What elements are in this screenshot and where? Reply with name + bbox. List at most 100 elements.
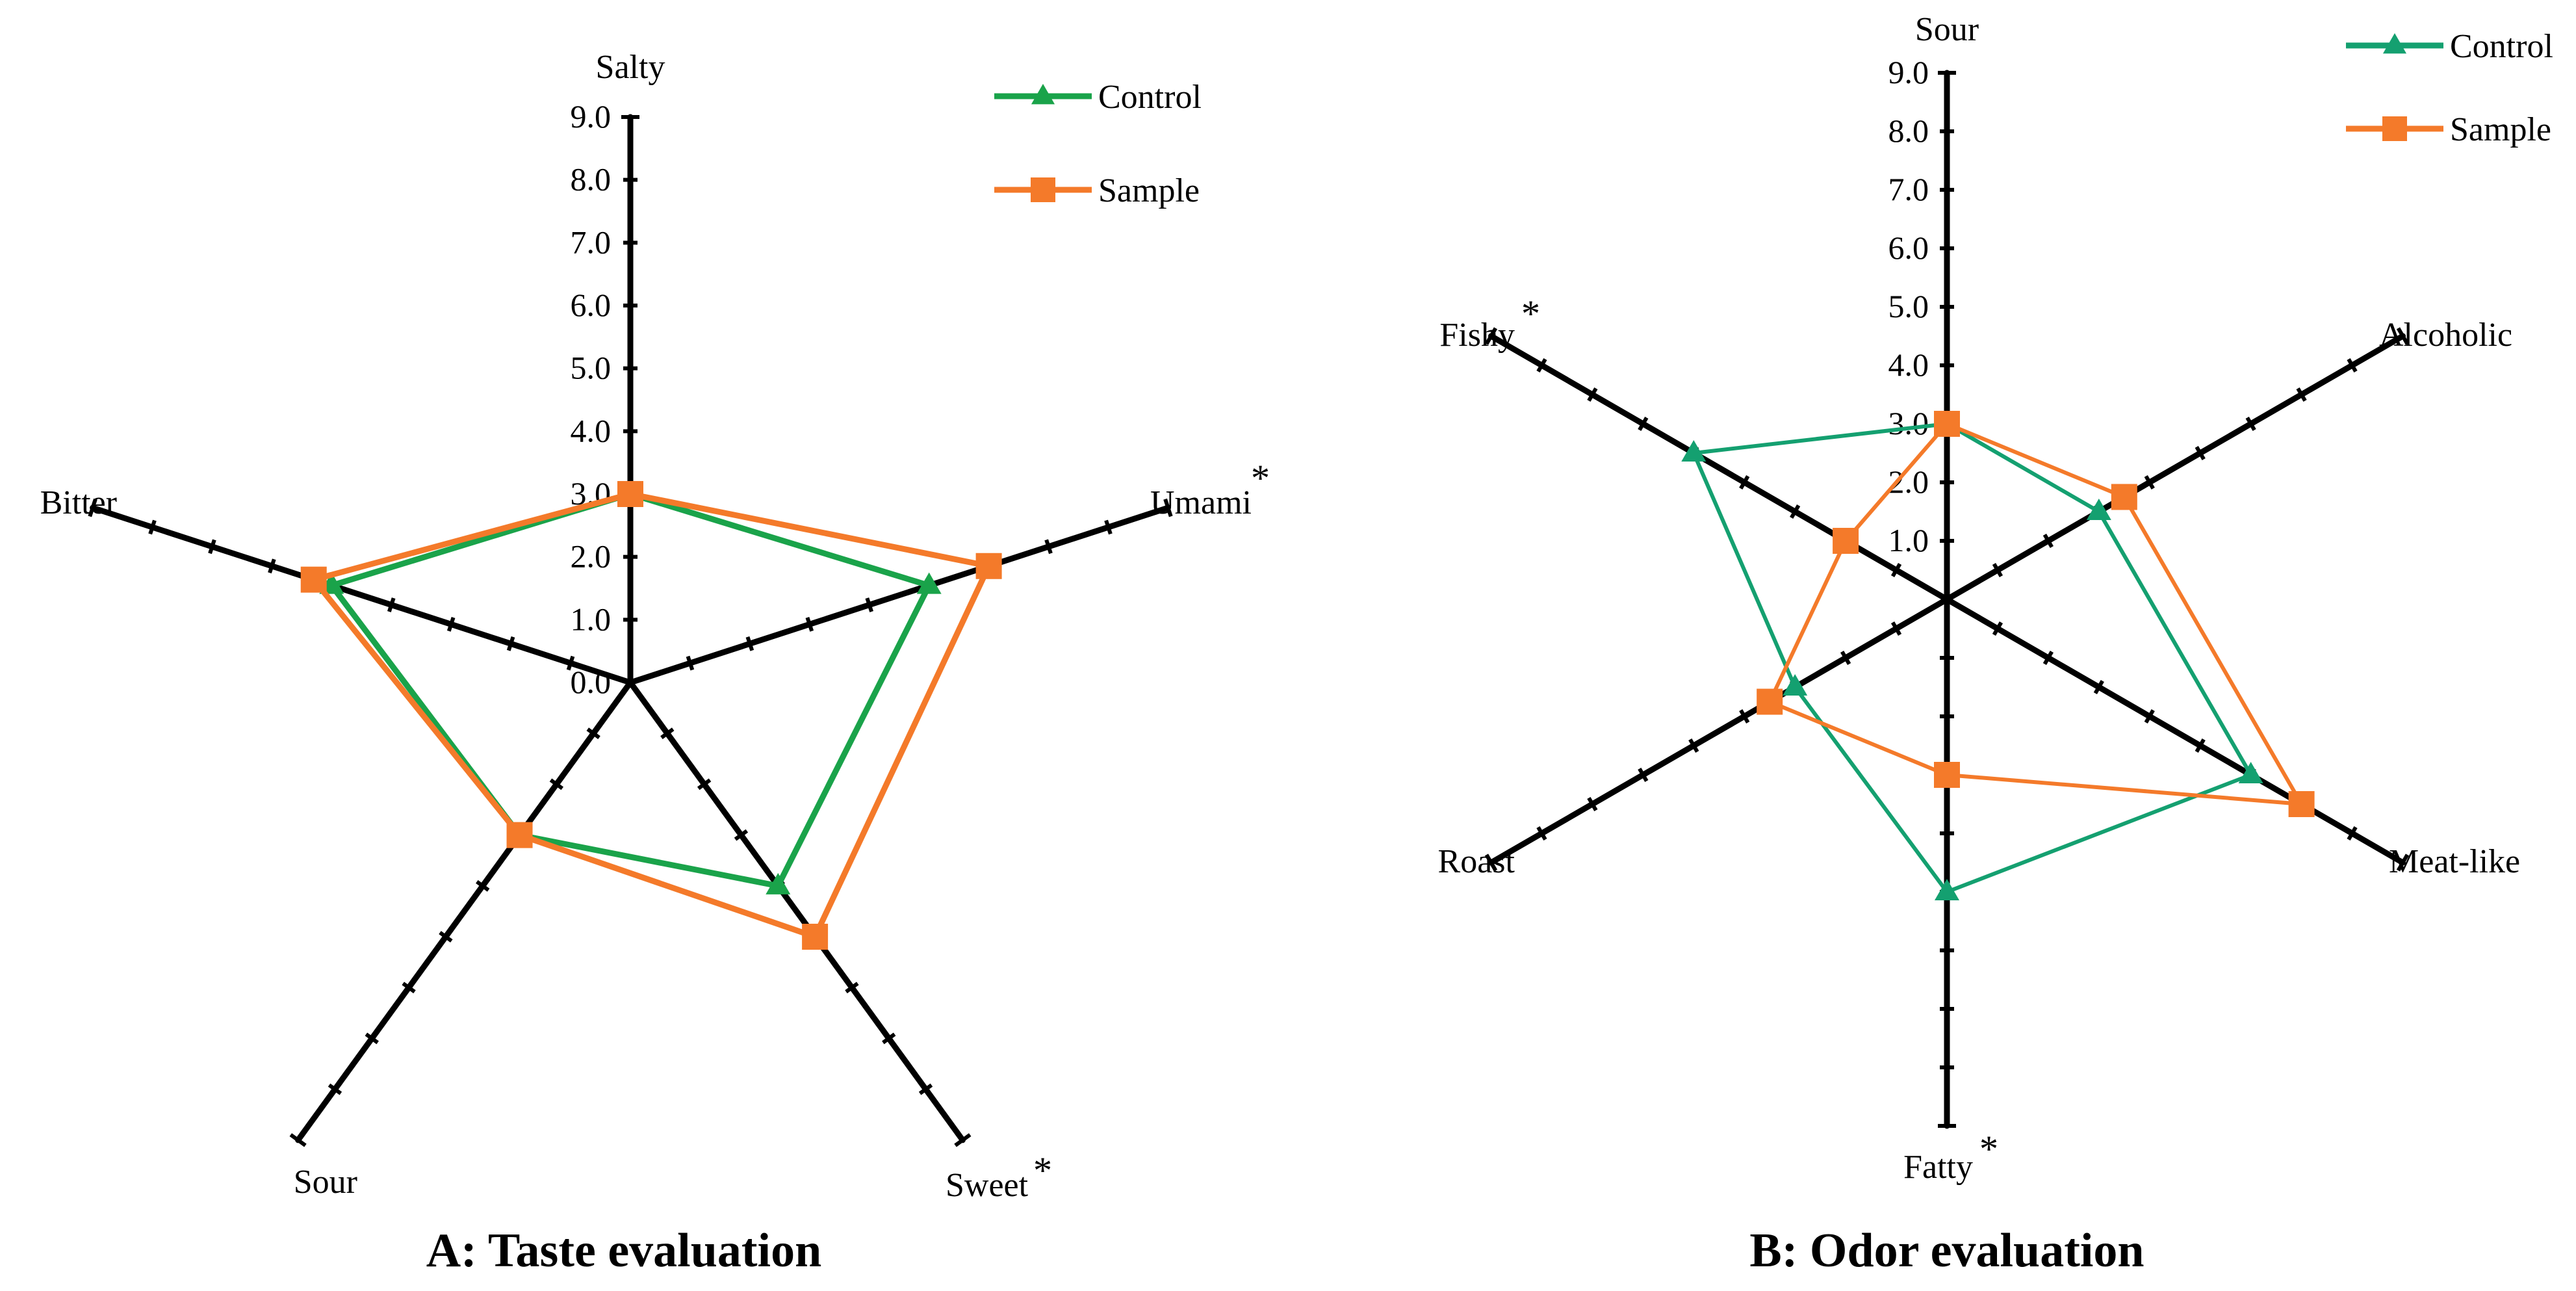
- tick-label: 4.0: [1888, 346, 1929, 383]
- legend-marker-control: [2382, 33, 2407, 54]
- data-point-sample: [300, 566, 327, 593]
- axis-tick: [1890, 562, 1902, 578]
- series-line-sample: [308, 491, 994, 941]
- axis-tick: [1739, 475, 1750, 490]
- axis-label-salty: Salty: [596, 49, 665, 86]
- axis-tick: [1992, 562, 2003, 578]
- axis-tick: [549, 778, 564, 790]
- tick-label: 8.0: [1888, 112, 1929, 149]
- axis-line-meat-like: [1944, 596, 2406, 866]
- data-point-control: [766, 872, 791, 894]
- data-point-control: [2238, 762, 2263, 783]
- significance-star: *: [1521, 293, 1540, 335]
- axis-tick: [1587, 796, 1598, 812]
- axis-tick: [1536, 358, 1547, 373]
- axis-tick: [1840, 650, 1851, 666]
- legend-marker-control: [1031, 84, 1055, 105]
- significance-star: *: [1251, 457, 1270, 499]
- axis-tick: [2245, 416, 2256, 432]
- data-point-sample: [1934, 762, 1960, 788]
- chart-caption: B: Odor evaluation: [1749, 1224, 2144, 1277]
- axis-line-bitter: [90, 504, 634, 686]
- axis-label-alcoholic: Alcoholic: [2379, 317, 2512, 354]
- axis-tick: [1638, 767, 1649, 783]
- axis-tick: [328, 1083, 342, 1095]
- axis-label-sweet: Sweet: [946, 1167, 1029, 1204]
- tick-label: 9.0: [571, 98, 612, 135]
- axis-tick: [2195, 445, 2206, 461]
- data-point-sample: [1757, 688, 1783, 715]
- axis-line-sweet: [627, 679, 966, 1143]
- series-sample: [1757, 411, 2315, 817]
- tick-label: 9.0: [1888, 54, 1929, 90]
- axis-tick: [882, 1032, 896, 1045]
- axis-tick: [1790, 504, 1801, 519]
- axis-tick: [387, 597, 396, 612]
- axis-tick: [1044, 539, 1053, 554]
- radial-tick-labels: 1.02.03.04.05.06.07.08.09.0: [1888, 54, 1929, 558]
- series-control: [1681, 411, 2263, 900]
- tick-label: 5.0: [571, 350, 612, 386]
- radar-axes: [88, 114, 1173, 1147]
- legend-marker-sample: [1031, 177, 1055, 202]
- axis-tick: [365, 1032, 379, 1045]
- axis-tick: [1890, 621, 1902, 636]
- data-point-control: [1783, 674, 1808, 696]
- legend-label-sample: Sample: [1098, 172, 1200, 209]
- axis-tick: [2042, 533, 2054, 549]
- axis-tick: [2396, 854, 2410, 872]
- axis-tick: [1536, 826, 1547, 841]
- axis-tick: [439, 931, 453, 943]
- tick-label: 7.0: [1888, 171, 1929, 207]
- series-line-sample: [1767, 421, 2306, 807]
- axis-tick: [402, 982, 416, 994]
- chart-caption: A: Taste evaluation: [426, 1224, 822, 1277]
- tick-label: 3.0: [1888, 405, 1929, 441]
- data-point-sample: [2288, 791, 2315, 817]
- tick-label: 1.0: [1888, 522, 1929, 558]
- axis-tick: [2144, 709, 2155, 724]
- axis-label-sour: Sour: [1915, 11, 1979, 48]
- radial-tick-labels: 0.01.02.03.04.05.06.07.08.09.0: [571, 98, 612, 700]
- data-point-sample: [506, 822, 533, 848]
- axis-line-fishy: [1488, 333, 1950, 603]
- data-point-sample: [975, 553, 1002, 579]
- tick-label: 8.0: [571, 161, 612, 198]
- data-point-sample: [802, 924, 829, 950]
- tick-label: 6.0: [571, 287, 612, 323]
- axis-tick: [2093, 679, 2104, 695]
- data-point-control: [1935, 879, 1959, 900]
- axis-label-fishy: Fishy: [1439, 317, 1515, 354]
- axis-tick: [697, 778, 712, 790]
- legend-label-control: Control: [2450, 28, 2553, 65]
- axis-tick: [2042, 650, 2054, 666]
- axis-label-umami: Umami: [1150, 484, 1252, 521]
- series-line-control: [1690, 421, 2254, 894]
- axis-tick: [954, 1133, 972, 1147]
- tick-label: 0.0: [571, 664, 612, 700]
- axis-line-umami: [627, 504, 1171, 686]
- tick-label: 1.0: [571, 601, 612, 637]
- axis-tick: [805, 616, 814, 632]
- axis-tick: [586, 727, 600, 740]
- axis-tick: [2296, 387, 2307, 402]
- axis-tick: [2396, 327, 2410, 345]
- data-point-control: [1681, 440, 1707, 462]
- axis-label-bitter: Bitter: [40, 484, 117, 521]
- axis-tick: [1688, 738, 1699, 753]
- legend-label-sample: Sample: [2450, 111, 2551, 148]
- tick-label: 7.0: [571, 224, 612, 260]
- axis-tick: [1484, 327, 1498, 345]
- axis-tick: [686, 655, 695, 671]
- axis-tick: [88, 498, 97, 517]
- axis-line-sour: [295, 679, 634, 1143]
- data-point-sample: [617, 481, 643, 507]
- tick-label: 4.0: [571, 412, 612, 449]
- axis-tick: [1739, 709, 1750, 724]
- legend-label-control: Control: [1098, 79, 1202, 116]
- series-sample: [300, 481, 1002, 950]
- axis-tick: [476, 880, 490, 892]
